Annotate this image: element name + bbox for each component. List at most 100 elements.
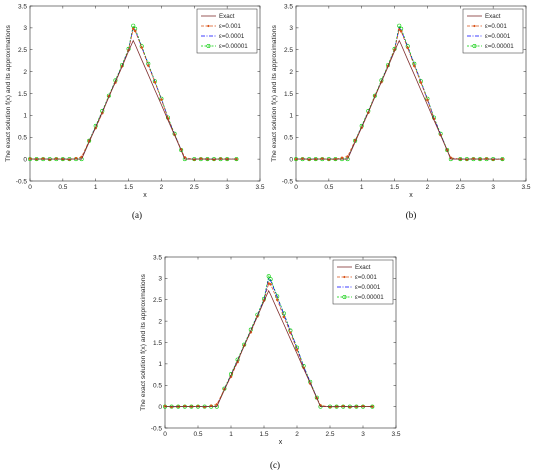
- series-point-1: [289, 331, 292, 334]
- y-tick-label: 3.5: [18, 3, 27, 10]
- y-tick-label: 2: [289, 69, 293, 76]
- y-tick-label: 3: [289, 25, 293, 32]
- x-tick-label: 0: [163, 431, 167, 438]
- series-point-1: [426, 98, 429, 102]
- y-tick-label: 3: [158, 276, 162, 283]
- series-point-1: [133, 29, 137, 33]
- x-tick-label: 3: [491, 184, 495, 191]
- series-point-1: [275, 298, 279, 302]
- y-tick-label: 2.5: [153, 297, 162, 304]
- x-tick-label: 2: [426, 184, 430, 191]
- series-line-0: [165, 289, 373, 408]
- chart-panel-b: 0 0.5 1 1.5 2 2.5 3 3.5-0.500.511.522.533.5xThe…: [271, 3, 531, 199]
- x-tick-label: 0.5: [324, 184, 333, 191]
- legend-label: ε=0.0001: [219, 33, 245, 40]
- legend-marker: [206, 43, 211, 48]
- x-axis-label: x: [409, 192, 413, 199]
- legend-label: ε=0.001: [219, 23, 241, 30]
- x-tick-label: 0.5: [58, 184, 67, 191]
- y-tick-label: 2: [23, 69, 27, 76]
- y-axis-label: The exact solution f(x) and its approxim…: [271, 25, 278, 162]
- series-point-1: [295, 348, 299, 352]
- y-tick-label: -0.5: [151, 425, 163, 432]
- x-tick-label: 3: [225, 184, 229, 191]
- y-axis-label: The exact solution f(x) and its approxim…: [5, 25, 12, 162]
- x-tick-label: 1.5: [390, 184, 399, 191]
- series-point-1: [146, 64, 150, 67]
- y-tick-label: 1.5: [18, 91, 27, 98]
- y-tick-label: 0.5: [284, 135, 293, 142]
- legend-marker: [342, 294, 347, 299]
- chart-panel-c: 0 0.5 1 1.5 2 2.5 3 3.5-0.500.511.522.533.5xThe…: [140, 254, 401, 446]
- series-point-1: [131, 27, 135, 31]
- x-tick-label: 2.5: [325, 431, 334, 438]
- series-point-1: [397, 28, 401, 31]
- legend-label: Exact: [355, 264, 371, 271]
- y-tick-label: -0.5: [16, 178, 28, 185]
- x-tick-label: 1: [94, 184, 98, 191]
- x-tick-label: 3.5: [391, 431, 400, 438]
- x-tick-label: 1.5: [259, 431, 268, 438]
- y-tick-label: 3: [23, 25, 27, 32]
- series-point-3: [266, 274, 271, 279]
- series-point-3: [445, 147, 450, 152]
- legend-marker: [207, 24, 210, 28]
- x-tick-label: 0: [28, 184, 32, 191]
- y-tick-label: 3.5: [284, 3, 293, 10]
- x-tick-label: 0: [294, 184, 298, 191]
- series-point-1: [140, 46, 144, 49]
- series-point-1: [160, 98, 163, 101]
- panel-caption-b: (b): [406, 210, 417, 220]
- y-tick-label: 0.5: [153, 383, 162, 390]
- y-tick-label: -0.5: [282, 178, 294, 185]
- x-axis-label: x: [143, 192, 147, 199]
- legend-label: ε=0.00001: [219, 43, 248, 50]
- y-tick-label: 2.5: [284, 47, 293, 54]
- panel-caption-c: (c): [270, 460, 280, 470]
- y-tick-label: 1: [158, 361, 162, 368]
- y-tick-label: 0: [289, 156, 293, 163]
- legend-marker: [472, 43, 477, 48]
- x-axis-label: x: [279, 439, 283, 446]
- x-tick-label: 2.5: [456, 184, 465, 191]
- legend-label: ε=0.00001: [355, 294, 384, 301]
- y-tick-label: 1.5: [153, 340, 162, 347]
- legend-label: ε=0.0001: [355, 284, 381, 291]
- x-tick-label: 2: [295, 431, 299, 438]
- y-tick-label: 1: [23, 113, 27, 120]
- y-tick-label: 0: [158, 404, 162, 411]
- series-point-1: [269, 283, 272, 286]
- y-tick-label: 2.5: [18, 47, 27, 54]
- x-tick-label: 3.5: [521, 184, 530, 191]
- series-point-1: [282, 315, 286, 319]
- legend-label: ε=0.001: [355, 274, 377, 281]
- x-tick-label: 0.5: [193, 431, 202, 438]
- legend-label: Exact: [219, 13, 235, 20]
- panel-caption-a: (a): [132, 210, 142, 220]
- x-tick-label: 2: [160, 184, 164, 191]
- series-line-0: [296, 39, 503, 160]
- legend-marker: [343, 275, 346, 279]
- legend-marker: [473, 24, 476, 28]
- y-tick-label: 1.5: [284, 91, 293, 98]
- x-tick-label: 1: [229, 431, 233, 438]
- series-point-1: [153, 80, 157, 84]
- x-tick-label: 1.5: [124, 184, 133, 191]
- y-tick-label: 1: [289, 113, 293, 120]
- y-tick-label: 3.5: [153, 254, 162, 261]
- x-tick-label: 1: [360, 184, 364, 191]
- legend-label: ε=0.001: [485, 23, 507, 30]
- y-axis-label: The exact solution f(x) and its approxim…: [140, 274, 147, 411]
- y-tick-label: 0: [23, 156, 27, 163]
- series-point-1: [419, 81, 423, 84]
- y-tick-label: 0.5: [18, 135, 27, 142]
- series-point-1: [412, 64, 416, 68]
- legend-label: Exact: [485, 13, 501, 20]
- x-tick-label: 3.5: [255, 184, 264, 191]
- series-line-0: [30, 39, 237, 160]
- x-tick-label: 3: [361, 431, 365, 438]
- series-point-1: [399, 30, 403, 33]
- series-point-1: [340, 156, 344, 160]
- chart-panel-a: 0 0.5 1 1.5 2 2.5 3 3.5-0.500.511.522.533.5xThe…: [5, 3, 265, 199]
